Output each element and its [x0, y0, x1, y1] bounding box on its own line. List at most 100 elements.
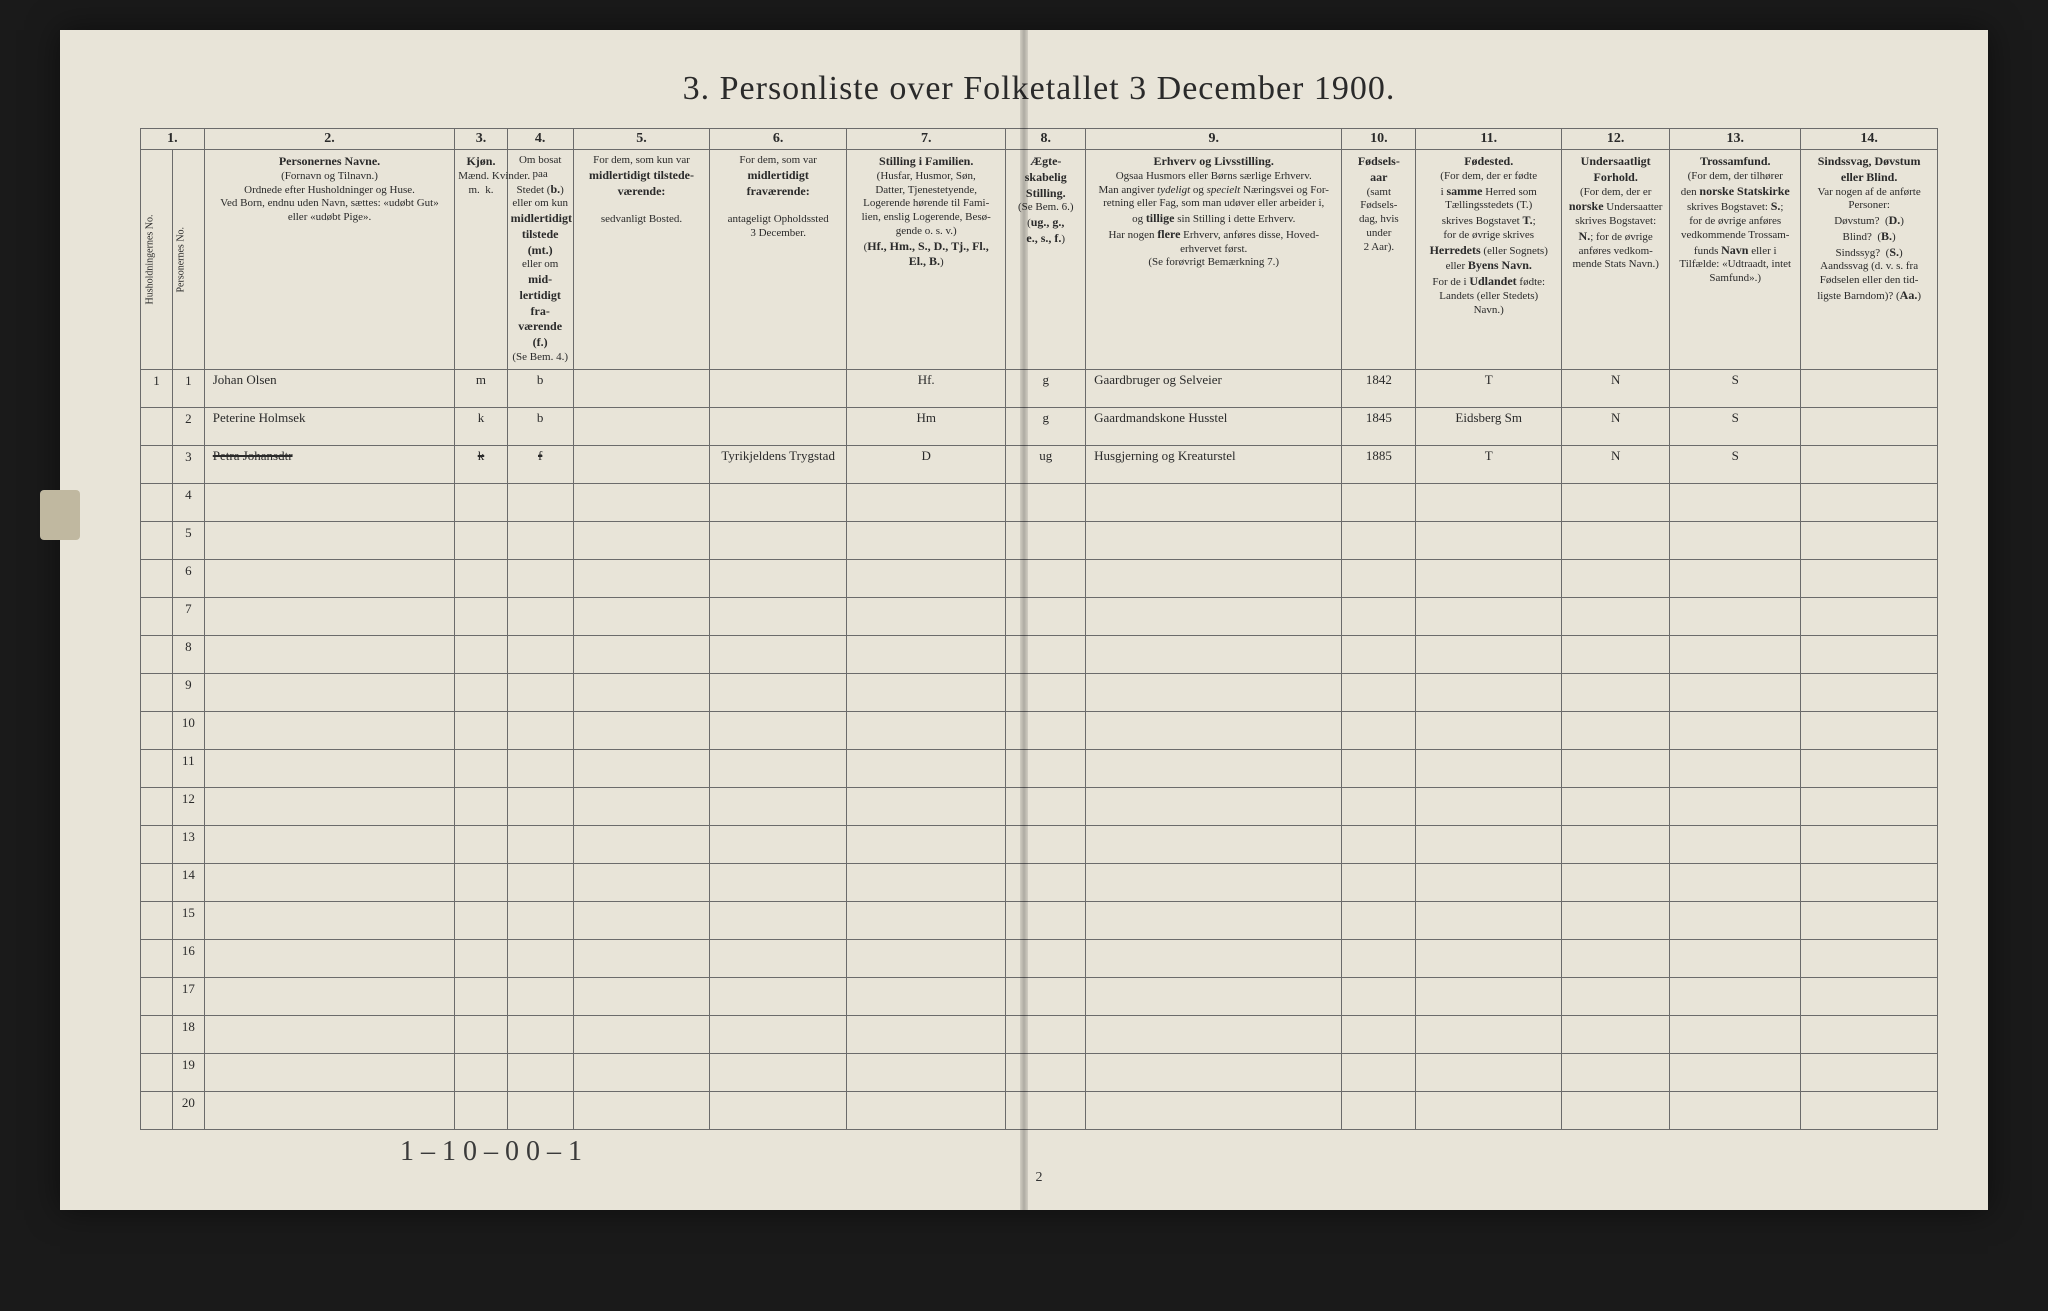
cell-sex	[455, 559, 507, 597]
table-row: 3Petra JohansdtrkfTyrikjeldens TrygstadD…	[141, 445, 1938, 483]
cell-pres	[507, 939, 573, 977]
cell-occ	[1086, 977, 1342, 1015]
cell-dis	[1801, 901, 1938, 939]
cell-sex: k	[455, 445, 507, 483]
household-no	[141, 559, 173, 597]
cell-occ	[1086, 635, 1342, 673]
cell-dis	[1801, 1015, 1938, 1053]
cell-occ	[1086, 1015, 1342, 1053]
cell-dis	[1801, 635, 1938, 673]
cell-mar	[1006, 1053, 1086, 1091]
cell-name	[204, 635, 455, 673]
table-row: 18	[141, 1015, 1938, 1053]
cell-birth	[1416, 597, 1562, 635]
cell-rel	[1670, 711, 1801, 749]
cell-year	[1342, 863, 1416, 901]
cell-birth	[1416, 977, 1562, 1015]
household-no	[141, 1015, 173, 1053]
table-row: 7	[141, 597, 1938, 635]
binding-mark	[40, 490, 80, 540]
cell-name	[204, 711, 455, 749]
cell-name	[204, 901, 455, 939]
cell-c5	[573, 445, 710, 483]
cell-year	[1342, 825, 1416, 863]
household-no	[141, 711, 173, 749]
cell-name	[204, 863, 455, 901]
col-header: Erhverv og Livsstilling.Ogsaa Husmors el…	[1086, 150, 1342, 370]
tally-row: 1 – 1 0 – 0 0 – 1	[140, 1130, 1938, 1168]
col-header: Husholdningernes No.	[141, 150, 173, 370]
cell-birth: T	[1416, 369, 1562, 407]
table-row: 11	[141, 749, 1938, 787]
cell-dis	[1801, 939, 1938, 977]
cell-fam	[846, 787, 1005, 825]
cell-year	[1342, 901, 1416, 939]
table-row: 2Peterine HolmsekkbHmgGaardmandskone Hus…	[141, 407, 1938, 445]
cell-occ	[1086, 863, 1342, 901]
household-no	[141, 901, 173, 939]
cell-occ	[1086, 483, 1342, 521]
cell-pres	[507, 749, 573, 787]
cell-name	[204, 825, 455, 863]
cell-rel	[1670, 1015, 1801, 1053]
cell-sex	[455, 635, 507, 673]
cell-sex	[455, 901, 507, 939]
cell-rel: S	[1670, 369, 1801, 407]
cell-c5	[573, 1053, 710, 1091]
cell-name	[204, 521, 455, 559]
col-number: 8.	[1006, 129, 1086, 150]
cell-sex	[455, 939, 507, 977]
cell-sex	[455, 483, 507, 521]
cell-c5	[573, 483, 710, 521]
cell-fam	[846, 749, 1005, 787]
table-row: 6	[141, 559, 1938, 597]
cell-c6	[710, 939, 847, 977]
census-table: 1.2.3.4.5.6.7.8.9.10.11.12.13.14. Hushol…	[140, 128, 1938, 1130]
cell-occ	[1086, 825, 1342, 863]
cell-year	[1342, 711, 1416, 749]
col-number: 11.	[1416, 129, 1562, 150]
cell-year	[1342, 597, 1416, 635]
cell-occ	[1086, 939, 1342, 977]
cell-birth	[1416, 787, 1562, 825]
cell-mar	[1006, 483, 1086, 521]
cell-sex	[455, 711, 507, 749]
cell-sex	[455, 1091, 507, 1129]
cell-birth	[1416, 1053, 1562, 1091]
cell-name	[204, 673, 455, 711]
cell-year	[1342, 749, 1416, 787]
cell-dis	[1801, 369, 1938, 407]
cell-year	[1342, 1091, 1416, 1129]
col-header: Ægte-skabeligStilling.(Se Bem. 6.)(ug., …	[1006, 150, 1086, 370]
cell-occ: Gaardbruger og Selveier	[1086, 369, 1342, 407]
cell-c5	[573, 863, 710, 901]
cell-occ	[1086, 749, 1342, 787]
cell-nat	[1562, 901, 1670, 939]
person-no: 7	[172, 597, 204, 635]
cell-rel	[1670, 483, 1801, 521]
cell-c6	[710, 673, 847, 711]
table-row: 16	[141, 939, 1938, 977]
cell-year: 1885	[1342, 445, 1416, 483]
cell-year	[1342, 521, 1416, 559]
header-label-row: Husholdningernes No.Personernes No.Perso…	[141, 150, 1938, 370]
cell-pres	[507, 635, 573, 673]
person-no: 5	[172, 521, 204, 559]
cell-c5	[573, 711, 710, 749]
table-row: 20	[141, 1091, 1938, 1129]
cell-pres	[507, 483, 573, 521]
cell-name: Peterine Holmsek	[204, 407, 455, 445]
cell-sex	[455, 673, 507, 711]
cell-nat: N	[1562, 445, 1670, 483]
cell-nat	[1562, 597, 1670, 635]
cell-dis	[1801, 749, 1938, 787]
cell-fam	[846, 1053, 1005, 1091]
col-header: Personernes No.	[172, 150, 204, 370]
cell-c6	[710, 711, 847, 749]
person-no: 10	[172, 711, 204, 749]
person-no: 18	[172, 1015, 204, 1053]
cell-rel: S	[1670, 445, 1801, 483]
cell-nat	[1562, 863, 1670, 901]
table-row: 14	[141, 863, 1938, 901]
cell-fam	[846, 521, 1005, 559]
